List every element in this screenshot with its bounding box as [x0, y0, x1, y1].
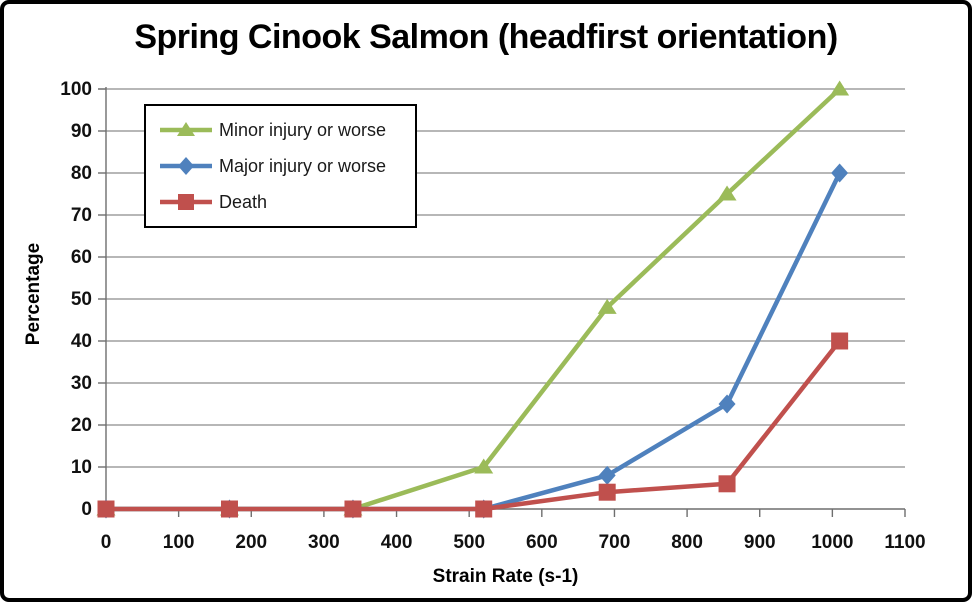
y-tick-label: 90	[71, 121, 92, 142]
x-tick-label: 1100	[884, 532, 925, 553]
x-tick-label: 0	[101, 532, 112, 553]
legend-label: Minor injury or worse	[219, 119, 387, 140]
y-axis-title: Percentage	[23, 242, 44, 346]
y-tick-label: 70	[71, 205, 92, 226]
legend-marker-triangle-icon	[177, 122, 195, 136]
data-point-minor-injury-or-worse	[474, 458, 494, 474]
legend-item-minor-injury-or-worse: Minor injury or worse	[158, 119, 409, 141]
legend-marker-diamond-icon	[178, 157, 194, 175]
chart-title: Spring Cinook Salmon (headfirst orientat…	[134, 18, 838, 56]
data-point-major-injury-or-worse	[831, 163, 849, 183]
y-tick-label: 40	[71, 331, 92, 352]
legend-triangle-icon	[160, 122, 212, 136]
legend-item-major-injury-or-worse: Major injury or worse	[158, 155, 409, 177]
y-tick-label: 0	[81, 499, 92, 520]
y-tick-label: 60	[71, 247, 92, 268]
x-tick-label: 300	[308, 532, 340, 553]
y-tick-label: 80	[71, 163, 92, 184]
y-tick-label: 100	[60, 79, 92, 100]
y-tick-label: 10	[71, 457, 92, 478]
data-point-death	[598, 483, 616, 501]
data-point-minor-injury-or-worse	[597, 298, 617, 314]
legend-square-icon	[160, 194, 212, 210]
legend-label: Death	[219, 191, 268, 212]
data-point-death	[97, 500, 115, 518]
y-tick-label: 30	[71, 373, 92, 394]
data-point-major-injury-or-worse	[718, 394, 736, 414]
data-point-death	[475, 500, 493, 518]
data-point-major-injury-or-worse	[598, 465, 616, 485]
data-point-minor-injury-or-worse	[717, 185, 737, 201]
data-point-death	[831, 332, 849, 350]
x-tick-label: 200	[235, 532, 267, 553]
y-tick-label: 50	[71, 289, 92, 310]
legend-marker-square-icon	[178, 194, 194, 210]
data-point-death	[718, 475, 736, 493]
x-tick-label: 800	[671, 532, 703, 553]
data-point-death	[344, 500, 362, 518]
data-point-minor-injury-or-worse	[830, 80, 850, 96]
x-tick-label: 1000	[811, 532, 853, 553]
x-tick-label: 400	[381, 532, 413, 553]
x-tick-label: 700	[599, 532, 631, 553]
y-tick-label: 20	[71, 415, 92, 436]
x-axis-title: Strain Rate (s-1)	[432, 566, 579, 587]
x-tick-label: 500	[453, 532, 485, 553]
legend-item-death: Death	[158, 191, 409, 213]
x-tick-label: 600	[526, 532, 558, 553]
legend-diamond-icon	[160, 157, 212, 175]
x-tick-label: 100	[163, 532, 195, 553]
data-point-death	[220, 500, 238, 518]
legend: Minor injury or worse Major injury or wor…	[144, 104, 417, 228]
legend-label: Major injury or worse	[219, 155, 387, 176]
x-tick-label: 900	[744, 532, 776, 553]
